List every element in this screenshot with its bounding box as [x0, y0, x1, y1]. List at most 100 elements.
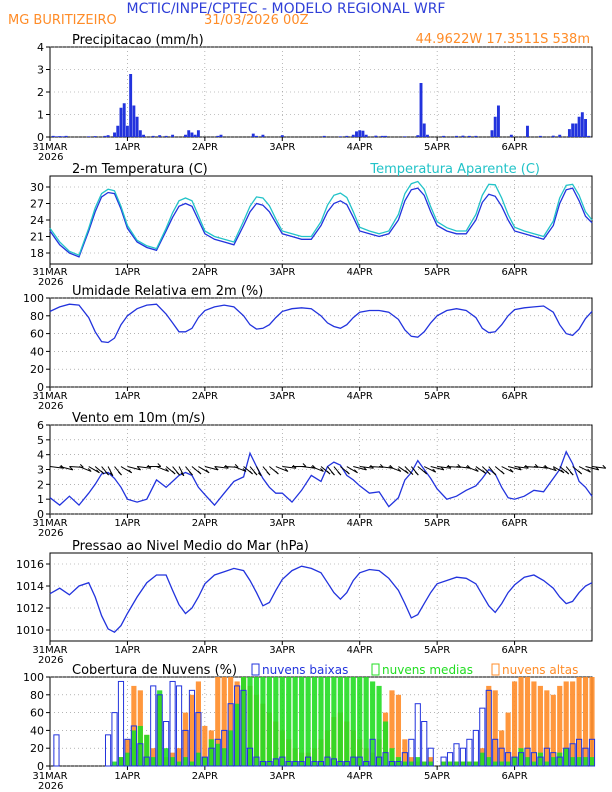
- cloud-bar-nuvens-baixas: [537, 756, 544, 767]
- clouds-xtick-label: 3APR: [269, 771, 295, 782]
- precip-bar: [184, 134, 187, 137]
- rh-xtick-label: 5APR: [424, 391, 450, 402]
- precip-bar: [509, 134, 513, 137]
- cloud-bar-nuvens-altas: [176, 748, 182, 766]
- wind-barb-feather: [337, 471, 342, 476]
- cloud-bar-nuvens-medias: [550, 757, 556, 766]
- wind-year-label: 2026: [38, 528, 63, 539]
- precip-bar: [190, 132, 194, 137]
- precip-bar: [490, 130, 494, 137]
- cloud-bar-nuvens-medias: [544, 761, 550, 766]
- cloud-bar-nuvens-medias: [131, 730, 137, 766]
- temp-xtick-label: 4APR: [347, 267, 373, 278]
- cloud-bar-nuvens-medias: [292, 677, 298, 766]
- cloud-bar-nuvens-baixas: [375, 756, 383, 767]
- cloud-bar-nuvens-medias: [311, 677, 318, 766]
- wind-barb: [120, 466, 132, 474]
- wind-barb: [256, 466, 262, 476]
- wind-barb-feather: [257, 472, 262, 477]
- cloud-bar-nuvens-altas: [589, 677, 595, 766]
- cloud-bar-nuvens-baixas: [453, 743, 460, 767]
- cloud-bar-nuvens-altas: [582, 677, 589, 766]
- wind-xtick-label: 2APR: [192, 518, 218, 529]
- precip-bar: [51, 135, 55, 137]
- cloud-bar-nuvens-medias: [176, 761, 182, 766]
- precip-bar: [113, 132, 116, 137]
- temp-xtick-label: 2APR: [192, 267, 218, 278]
- precip-bar: [122, 103, 126, 137]
- precip-bar: [193, 134, 197, 137]
- precip-bar: [216, 135, 220, 137]
- press-ytick-label: 1016: [16, 558, 44, 571]
- cloud-bar-nuvens-baixas: [524, 747, 531, 767]
- cloud-bar-nuvens-medias: [337, 677, 343, 766]
- precip-ytick-label: 4: [37, 41, 44, 54]
- precip-ytick-label: 3: [37, 64, 44, 77]
- cloud-bar-nuvens-medias: [124, 752, 131, 766]
- wind-barb-feather: [249, 470, 253, 475]
- location-label: MG BURITIZEIRO: [8, 13, 117, 28]
- clouds-ytick-label: 60: [30, 707, 44, 720]
- cloud-bar-nuvens-altas: [389, 690, 395, 766]
- cloud-bar-nuvens-medias: [279, 677, 285, 766]
- clouds-xtick-label: 31MAR: [32, 771, 67, 782]
- wind-barb: [346, 466, 358, 474]
- precip-bar: [496, 105, 500, 137]
- wind-barb-feather: [397, 468, 402, 472]
- press-xtick-label: 31MAR: [32, 645, 67, 656]
- wind-ytick-label: 3: [37, 464, 44, 477]
- cloud-bar-nuvens-baixas: [240, 689, 247, 767]
- precip-bar: [351, 134, 355, 137]
- wind-barb: [465, 466, 479, 472]
- rh-title: Umidade Relativa em 2m (%): [72, 284, 263, 299]
- cloud-bar-nuvens-baixas: [337, 761, 344, 767]
- precip-bar: [574, 123, 578, 137]
- cloud-bar-nuvens-baixas: [285, 761, 292, 767]
- precip-bar: [132, 105, 136, 137]
- cloud-bar-nuvens-medias: [195, 752, 201, 766]
- cloud-bar-nuvens-baixas: [311, 761, 318, 767]
- precip-xtick-label: 3APR: [269, 142, 295, 153]
- cloud-bar-nuvens-baixas: [330, 758, 337, 767]
- cloud-bar-nuvens-medias: [247, 677, 253, 766]
- precip-bar: [261, 134, 265, 137]
- cloud-bar-nuvens-baixas: [485, 689, 492, 767]
- rh-ytick-label: 0: [37, 381, 44, 394]
- cloud-bar-nuvens-baixas: [363, 761, 370, 767]
- wind-barb: [585, 466, 599, 471]
- wind-barb-feather: [552, 467, 557, 472]
- wind-ytick-label: 0: [37, 508, 44, 521]
- cloud-bar-nuvens-baixas: [479, 707, 486, 767]
- wind-barb: [78, 466, 92, 472]
- cloud-bar-nuvens-baixas: [350, 756, 357, 767]
- rh-ytick-label: 60: [30, 328, 44, 341]
- cloud-bar-nuvens-baixas: [408, 738, 415, 767]
- rh-xtick-label: 2APR: [192, 391, 218, 402]
- wind-barb-feather: [197, 470, 202, 475]
- temp-ytick-label: 30: [30, 181, 44, 194]
- rh-year-label: 2026: [38, 401, 63, 412]
- wind-ytick-label: 5: [37, 434, 44, 447]
- precip-bar: [171, 134, 175, 137]
- precip-bar: [119, 107, 123, 137]
- precip-bar: [103, 135, 107, 137]
- press-panel: 1010 1012 1014 1016 31MAR 1APR 2APR 3APR 4APR 5AP…: [16, 539, 593, 666]
- cloud-bar-nuvens-altas: [395, 694, 402, 766]
- cloud-bar-nuvens-medias: [189, 761, 195, 766]
- wind-barb-feather: [409, 471, 414, 475]
- cloud-bar-nuvens-altas: [228, 677, 234, 766]
- precip-bar: [467, 135, 471, 137]
- cloud-bar-nuvens-medias: [589, 757, 595, 766]
- precip-bar: [584, 119, 587, 137]
- precip-bar: [558, 134, 562, 137]
- cloud-bar-nuvens-medias: [215, 743, 221, 766]
- precip-bar: [364, 134, 368, 137]
- wind-xtick-label: 1APR: [114, 518, 140, 529]
- wind-barb-feather: [509, 468, 514, 473]
- cloud-bar-nuvens-baixas: [305, 756, 312, 767]
- precip-bar: [374, 135, 378, 137]
- precip-bar: [64, 135, 68, 137]
- cloud-bar-nuvens-medias: [582, 757, 589, 766]
- rh-ytick-label: 100: [23, 292, 44, 305]
- cloud-bar-nuvens-baixas: [511, 756, 518, 767]
